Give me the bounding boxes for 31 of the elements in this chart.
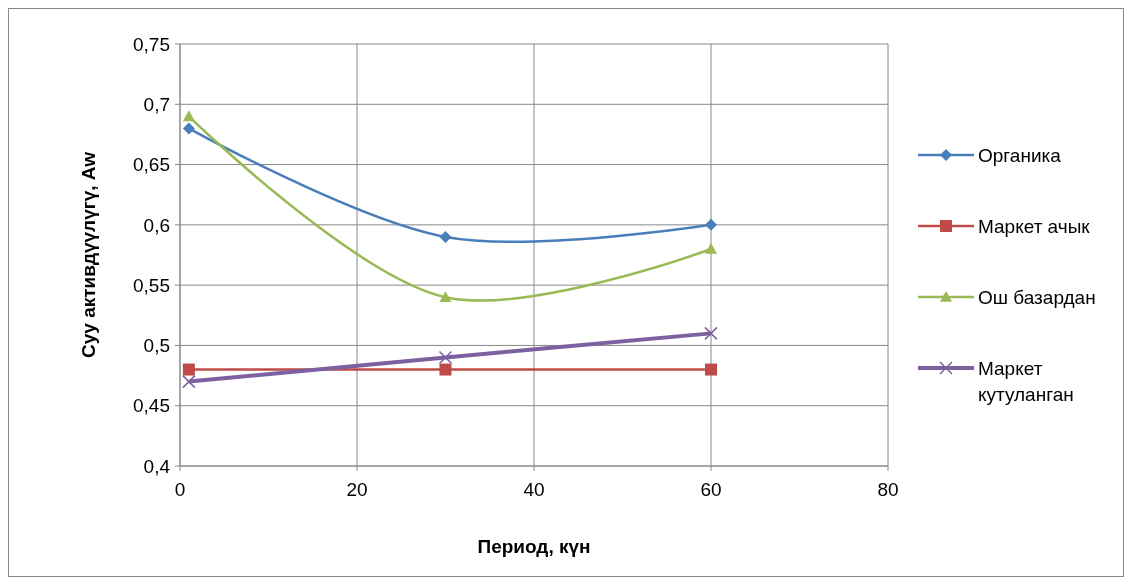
point	[705, 363, 717, 376]
legend-label: Маркет кутуланган	[978, 357, 1074, 406]
x-tick-label: 20	[346, 479, 368, 500]
x-tick-label: 80	[877, 479, 899, 500]
y-tick-label: 0,6	[143, 214, 170, 236]
x-axis-title: Период, күн	[477, 536, 591, 557]
point	[705, 218, 717, 231]
legend-label: Ош базардан	[978, 286, 1096, 308]
y-tick-label: 0,75	[133, 33, 170, 55]
x-tick-label: 40	[523, 479, 545, 500]
y-tick-label: 0,65	[133, 154, 170, 176]
point	[439, 291, 452, 302]
point	[704, 326, 718, 341]
point	[182, 374, 196, 389]
x-tick-label: 60	[700, 479, 722, 500]
point	[182, 363, 195, 376]
x-tick-label: 0	[174, 479, 186, 500]
y-tick-label: 0,5	[143, 335, 170, 357]
point	[705, 242, 717, 254]
y-axis-title: Суу активдүүлүгү, Aw	[78, 151, 99, 358]
point	[182, 122, 195, 135]
point	[182, 110, 195, 122]
point	[439, 230, 452, 243]
legend-label: Органика	[978, 144, 1062, 166]
y-tick-label: 0,55	[133, 274, 170, 296]
point	[438, 350, 453, 365]
point	[439, 363, 452, 376]
y-tick-label: 0,7	[143, 93, 170, 115]
y-tick-label: 0,4	[143, 455, 171, 477]
y-tick-label: 0,45	[133, 395, 170, 417]
legend-label: Маркет ачык	[978, 215, 1091, 237]
